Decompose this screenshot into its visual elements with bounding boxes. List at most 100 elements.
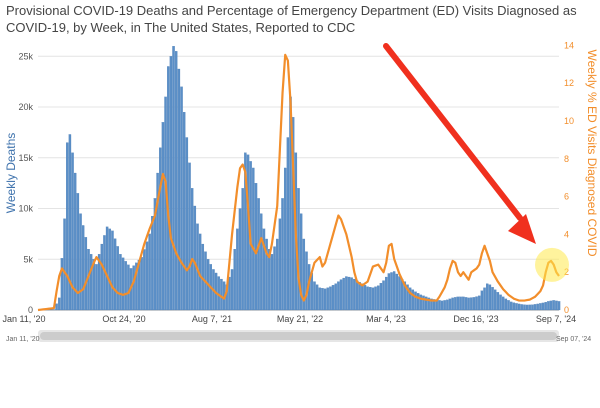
death-bar [438, 300, 441, 311]
ed-visits-line [37, 53, 560, 312]
death-bar [119, 254, 122, 311]
death-bar [60, 258, 64, 311]
death-bar [113, 238, 117, 311]
death-bar [369, 287, 372, 311]
death-bar [552, 300, 555, 311]
annotation-arrow-head [508, 214, 536, 244]
death-bar [313, 281, 316, 311]
death-bar [66, 142, 69, 311]
death-bar [228, 276, 231, 311]
death-bar [323, 288, 327, 311]
death-bar [265, 238, 268, 311]
annotation-arrow-shaft [383, 43, 523, 221]
death-bar [276, 238, 279, 311]
death-bar [432, 299, 436, 311]
death-bar [533, 304, 537, 311]
death-bar [512, 302, 516, 311]
death-bar [143, 249, 146, 311]
death-bar [63, 218, 66, 311]
y-tick-label: 20k [18, 102, 33, 112]
x-tick-label: Dec 16, '23 [453, 314, 498, 324]
death-bar [363, 285, 367, 311]
x-tick-label: Sep 7, '24 [536, 314, 576, 324]
death-bar [329, 286, 332, 311]
death-bar [252, 167, 255, 311]
death-bar [185, 137, 189, 311]
death-bar [148, 233, 151, 311]
death-bar [278, 218, 282, 311]
death-bar [387, 273, 391, 311]
y2-tick-label: 10 [564, 116, 574, 126]
death-bar [318, 287, 321, 311]
y-tick-label: 10k [18, 204, 33, 214]
death-bar [68, 134, 72, 311]
death-bar [169, 56, 173, 311]
death-bar [71, 152, 74, 311]
death-bar [302, 238, 306, 311]
death-bar [116, 246, 119, 311]
death-bar [504, 298, 508, 311]
death-bar [366, 286, 369, 311]
highlight-circle [535, 247, 569, 282]
death-bar [379, 283, 383, 311]
death-bar [73, 172, 77, 311]
death-bar [353, 278, 356, 311]
range-slider-thumb[interactable] [40, 332, 557, 340]
range-slider[interactable] [38, 328, 559, 344]
death-bar [462, 296, 465, 311]
range-start-label: Jan 11, '20 [6, 336, 40, 343]
death-bar [283, 167, 287, 311]
y2-tick-label: 14 [564, 40, 574, 50]
death-bar [525, 304, 529, 311]
y2-tick-label: 6 [564, 192, 569, 202]
death-bar [408, 287, 412, 311]
death-bar [350, 277, 353, 311]
death-bar [52, 309, 56, 311]
death-bar [95, 264, 98, 311]
death-bar [416, 293, 420, 311]
death-bar [58, 297, 61, 311]
death-bar [496, 292, 500, 311]
death-bar [268, 249, 271, 311]
death-bar [89, 254, 93, 311]
x-tick-label: Mar 4, '23 [366, 314, 406, 324]
death-bar [390, 272, 393, 311]
death-bar [374, 286, 377, 311]
death-bar [121, 257, 125, 311]
death-bar [345, 276, 348, 311]
death-bar [92, 259, 96, 311]
death-bar [286, 137, 290, 311]
x-tick-label: May 21, '22 [277, 314, 323, 324]
death-bar [520, 304, 523, 311]
death-bar [315, 284, 319, 311]
death-bar [483, 287, 486, 311]
death-bar [127, 264, 130, 311]
death-bar [244, 152, 247, 311]
death-bar [241, 188, 244, 311]
death-bar [536, 303, 539, 311]
y-tick-label: 0 [28, 305, 33, 315]
death-bar [337, 281, 340, 311]
death-bar [480, 290, 484, 311]
death-bar [549, 300, 553, 311]
death-bar [339, 279, 343, 311]
death-bar [544, 302, 547, 311]
death-bar [430, 298, 433, 311]
death-bar [515, 303, 518, 311]
death-bar [398, 276, 401, 311]
death-bar [395, 273, 399, 311]
death-bar [81, 225, 85, 311]
death-bar [464, 297, 468, 311]
y-tick-label: 5k [23, 254, 33, 264]
chart-title: Provisional COVID-19 Deaths and Percenta… [6, 3, 577, 35]
death-bar [97, 254, 101, 311]
death-bar [355, 280, 359, 311]
death-bar [167, 66, 170, 311]
death-bar [440, 300, 444, 311]
death-bar [454, 297, 457, 311]
death-bar [236, 228, 239, 311]
death-bar [153, 198, 157, 311]
death-bar [273, 246, 276, 311]
death-bar [108, 228, 111, 311]
death-bar [377, 285, 380, 311]
